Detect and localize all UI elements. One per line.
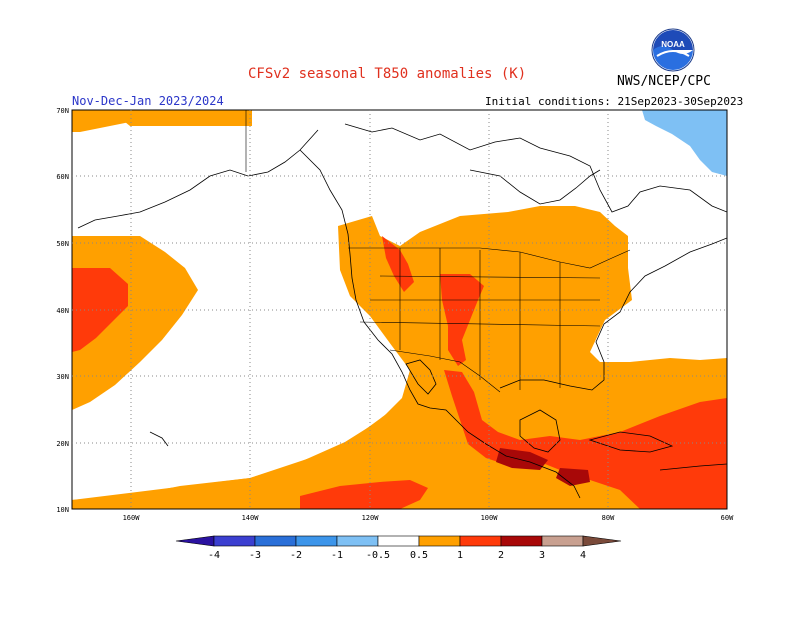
colorbar-tick-label: -1	[331, 550, 343, 561]
svg-text:NOAA: NOAA	[661, 40, 685, 49]
lat-label: 60N	[56, 173, 69, 181]
lat-label: 20N	[56, 440, 69, 448]
lon-label: 160W	[123, 514, 141, 522]
lat-label: 40N	[56, 307, 69, 315]
noaa-logo-icon: NOAA	[651, 28, 695, 72]
anomaly-darkred	[496, 448, 590, 486]
colorbar-upper-arrow	[582, 535, 622, 547]
colorbar-segment	[418, 535, 461, 547]
political-borders	[245, 110, 631, 393]
forecast-period: Nov-Dec-Jan 2023/2024	[72, 94, 224, 108]
colorbar-segment	[377, 535, 420, 547]
map-title: CFSv2 seasonal T850 anomalies (K)	[248, 66, 527, 82]
lat-label: 50N	[56, 240, 69, 248]
lat-label: 10N	[56, 506, 69, 514]
colorbar-segment	[500, 535, 543, 547]
agency-label: NWS/NCEP/CPC	[617, 74, 711, 89]
lon-label: 100W	[481, 514, 499, 522]
colorbar-tick-label: -4	[208, 550, 220, 561]
colorbar-segment	[213, 535, 256, 547]
colorbar-tick-label: -3	[249, 550, 261, 561]
initial-conditions: Initial conditions: 21Sep2023-30Sep2023	[485, 95, 744, 108]
graticule	[72, 110, 727, 509]
anomaly-blue	[642, 110, 727, 176]
colorbar-tick-label: -2	[290, 550, 302, 561]
colorbar-tick-label: 0.5	[410, 550, 428, 561]
lon-label: 80W	[602, 514, 615, 522]
colorbar-tick-label: -0.5	[366, 550, 390, 561]
lon-label: 140W	[242, 514, 260, 522]
colorbar-tick-label: 4	[580, 550, 586, 561]
colorbar-segment	[459, 535, 502, 547]
colorbar-tick-label: 1	[457, 550, 463, 561]
anomaly-red	[72, 236, 727, 509]
lat-label: 70N	[56, 107, 69, 115]
lon-label: 60W	[721, 514, 734, 522]
colorbar-tick-label: 3	[539, 550, 545, 561]
colorbar-tick-label: 2	[498, 550, 504, 561]
colorbar-segment	[336, 535, 379, 547]
colorbar-lower-arrow	[175, 535, 215, 547]
colorbar-segment	[295, 535, 338, 547]
lat-label: 30N	[56, 373, 69, 381]
colorbar-segment	[254, 535, 297, 547]
colorbar-segment	[541, 535, 584, 547]
lon-label: 120W	[362, 514, 380, 522]
coastlines	[77, 123, 727, 499]
